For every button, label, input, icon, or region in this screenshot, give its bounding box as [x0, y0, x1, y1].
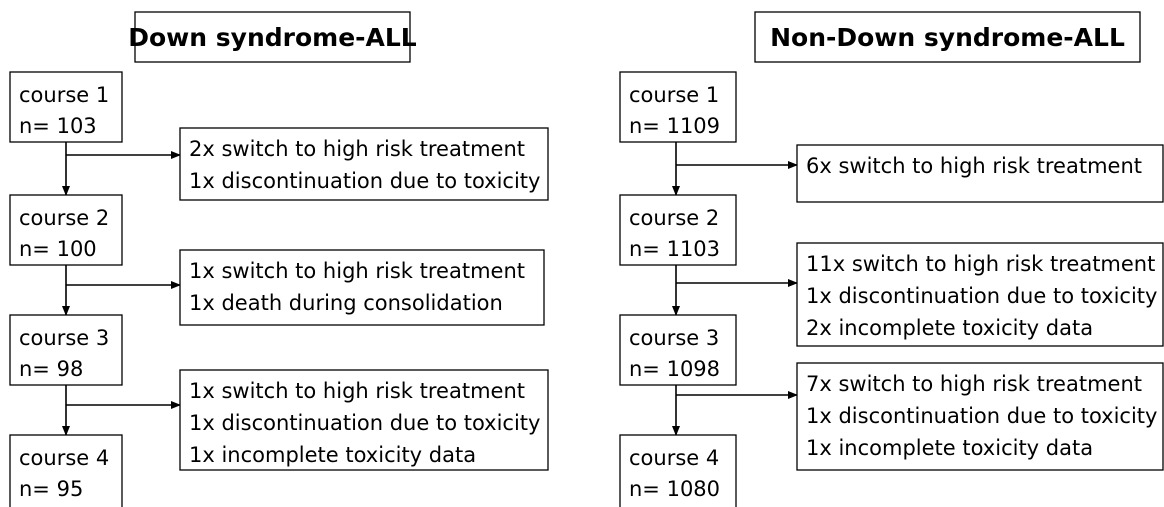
exit-text: 2x incomplete toxicity data — [806, 316, 1093, 340]
course-n: n= 98 — [19, 357, 83, 381]
course-label: course 4 — [629, 446, 719, 470]
exit-text: 7x switch to high risk treatment — [806, 372, 1142, 396]
exit-text: 2x switch to high risk treatment — [189, 137, 525, 161]
course-label: course 1 — [629, 83, 719, 107]
exit-text: 1x discontinuation due to toxicity — [806, 404, 1157, 428]
course-box — [619, 434, 737, 507]
course-n: n= 1080 — [629, 477, 720, 501]
course-box — [619, 314, 737, 386]
course-label: course 3 — [629, 326, 719, 350]
course-label: course 2 — [629, 206, 719, 230]
course-box — [9, 314, 123, 386]
course-box — [619, 71, 737, 143]
course-n: n= 1109 — [629, 114, 720, 138]
exit-text: 1x switch to high risk treatment — [189, 379, 525, 403]
title-box — [754, 11, 1141, 63]
course-n: n= 1098 — [629, 357, 720, 381]
course-box — [9, 434, 123, 507]
course-box — [9, 194, 123, 266]
exit-box — [179, 369, 549, 471]
exit-text: 1x discontinuation due to toxicity — [189, 169, 540, 193]
course-n: n= 100 — [19, 237, 97, 261]
panel-title: Down syndrome-ALL — [128, 23, 417, 52]
exit-text: 1x death during consolidation — [189, 291, 503, 315]
exit-text: 1x incomplete toxicity data — [806, 436, 1093, 460]
exit-text: 1x switch to high risk treatment — [189, 259, 525, 283]
panel-title: Non-Down syndrome-ALL — [770, 23, 1125, 52]
course-n: n= 103 — [19, 114, 97, 138]
exit-text: 6x switch to high risk treatment — [806, 154, 1142, 178]
exit-text: 11x switch to high risk treatment — [806, 252, 1155, 276]
exit-box — [796, 144, 1164, 203]
exit-text: 1x discontinuation due to toxicity — [189, 411, 540, 435]
course-box — [9, 71, 123, 143]
exit-text: 1x discontinuation due to toxicity — [806, 284, 1157, 308]
course-n: n= 1103 — [629, 237, 720, 261]
exit-text: 1x incomplete toxicity data — [189, 443, 476, 467]
course-label: course 4 — [19, 446, 109, 470]
exit-box — [179, 249, 545, 326]
course-n: n= 95 — [19, 477, 83, 501]
exit-box — [179, 127, 549, 201]
exit-box — [796, 362, 1164, 471]
course-label: course 2 — [19, 206, 109, 230]
course-label: course 1 — [19, 83, 109, 107]
exit-box — [796, 242, 1164, 347]
course-box — [619, 194, 737, 266]
title-box — [134, 11, 411, 63]
course-label: course 3 — [19, 326, 109, 350]
